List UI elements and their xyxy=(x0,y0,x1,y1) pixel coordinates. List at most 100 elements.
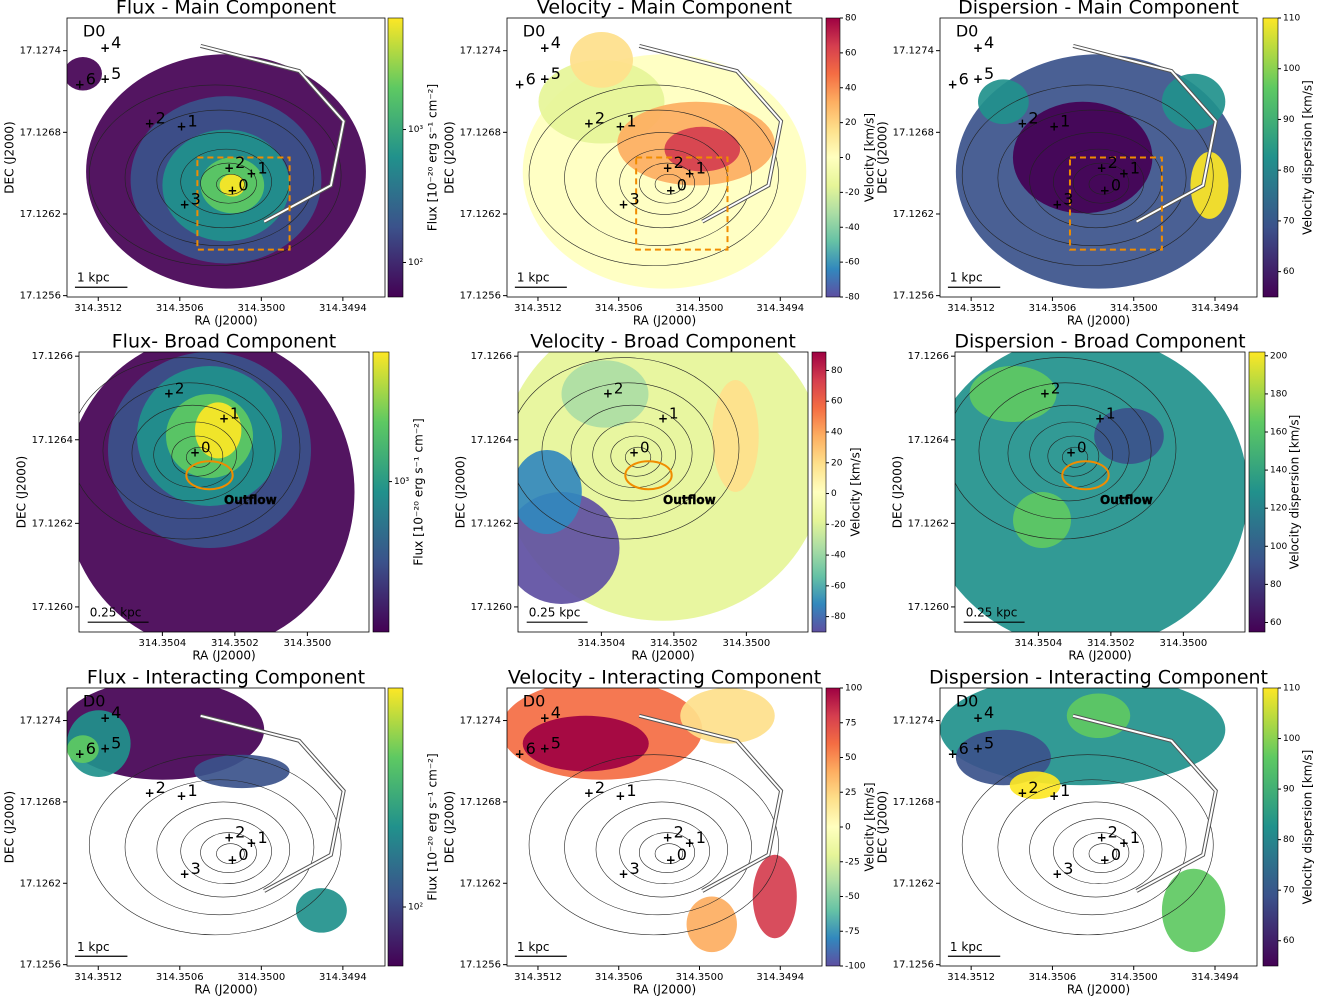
x-tick-label: 314.3506 xyxy=(1029,303,1077,314)
colorbar-label: Flux [10⁻²⁰ erg s⁻¹ cm⁻²] xyxy=(426,84,440,231)
y-tick-label: 17.1262 xyxy=(460,878,501,889)
marker-label: 2 xyxy=(235,823,245,842)
y-tick-label: 17.1268 xyxy=(893,797,934,808)
colorbar-label: Velocity dispersion [km/s] xyxy=(1301,750,1315,905)
marker-cross: + xyxy=(1017,786,1027,800)
marker-label: 4 xyxy=(984,33,994,52)
y-tick-label: 17.1268 xyxy=(893,127,934,138)
outflow-contour xyxy=(624,460,673,491)
y-tick-label: 17.1256 xyxy=(893,291,934,302)
title: Velocity - Main Component xyxy=(537,0,792,19)
marker-label: 2 xyxy=(614,380,624,398)
map: +4+ 5+ 6+ 2 +1+ 2+ 1+ 0+ 3D0 xyxy=(507,688,822,966)
y-tick-label: 17.1256 xyxy=(460,960,501,971)
marker-label: 1 xyxy=(1106,405,1116,423)
y-axis-label: DEC (J2000) xyxy=(876,791,890,863)
marker-label: 0 xyxy=(238,845,248,864)
marker-cross: + xyxy=(190,445,200,459)
colorbar-tick-label: 60 xyxy=(1270,618,1282,628)
x-axis-label: RA (J2000) xyxy=(192,649,255,663)
colorbar-tick-label: -25 xyxy=(845,857,860,867)
axes-frame xyxy=(506,17,823,298)
contour xyxy=(200,162,257,204)
colorbar-tick-label: 110 xyxy=(1283,684,1300,694)
map-region xyxy=(195,402,242,459)
map: +4+ 5+ 6+ 2 +1+ 2+ 1+ 0+ 3D0 xyxy=(67,688,385,966)
y-tick-label: 17.1274 xyxy=(893,46,934,57)
marker-cross: + xyxy=(100,41,110,55)
marker-cross: + xyxy=(219,412,229,426)
x-tick-label: 314.3494 xyxy=(756,972,804,983)
map: Outflow+ 2+ 1+ 0 xyxy=(518,352,808,632)
zoom-box xyxy=(1068,156,1163,251)
marker-cross: + xyxy=(176,789,186,803)
x-tick-label: 314.3494 xyxy=(1191,303,1239,314)
colorbar-tick-label: 10³ xyxy=(394,477,409,487)
contour xyxy=(180,818,272,885)
scale-bar-label: 0.25 kpc xyxy=(966,606,1018,620)
marker-cross: + xyxy=(180,197,190,211)
marker-label: 0 xyxy=(1111,845,1121,864)
colorbar-tick-label: 40 xyxy=(845,83,857,93)
marker-cross: + xyxy=(246,836,256,850)
marker-cross: + xyxy=(75,747,85,761)
x-tick-label: 314.3500 xyxy=(1160,638,1208,649)
colorbar-tick-label: 80 xyxy=(1270,580,1282,590)
colorbar-label: Velocity [km/s] xyxy=(863,113,877,202)
marker-cross: + xyxy=(615,789,625,803)
x-tick-label: 314.3512 xyxy=(74,972,122,983)
contour xyxy=(592,421,676,488)
marker-cross: + xyxy=(1119,836,1129,850)
colorbar-tick-label: 40 xyxy=(831,428,843,438)
map-region xyxy=(978,79,1029,125)
colorbar xyxy=(825,687,841,967)
map-region xyxy=(712,380,759,492)
y-tick-label: 17.1274 xyxy=(893,716,934,727)
y-axis-label: DEC (J2000) xyxy=(443,121,457,193)
colorbar-tick-label: -20 xyxy=(845,188,860,198)
colorbar-tick-label: 60 xyxy=(1283,267,1295,277)
annotation: Outflow xyxy=(224,493,277,507)
marker-label: 2 xyxy=(674,823,684,842)
x-tick-label: 314.3504 xyxy=(139,638,187,649)
map-region xyxy=(194,754,290,789)
y-tick-label: 17.1262 xyxy=(460,209,501,220)
colorbar-label: Velocity dispersion [km/s] xyxy=(1288,415,1302,570)
map-region xyxy=(518,450,582,534)
marker-cross: + xyxy=(540,742,550,756)
contour xyxy=(1072,162,1130,204)
marker-cross: + xyxy=(663,831,673,845)
marker-label: 2 xyxy=(1108,823,1118,842)
marker-cross: + xyxy=(540,711,550,725)
colorbar xyxy=(1248,351,1266,633)
marker-label: 4 xyxy=(984,703,994,722)
y-tick-label: 17.1268 xyxy=(20,127,61,138)
region-label: D0 xyxy=(523,21,546,40)
x-tick-label: 314.3500 xyxy=(1110,972,1158,983)
x-tick-label: 314.3500 xyxy=(237,303,285,314)
contour xyxy=(639,162,696,204)
marker-cross: + xyxy=(663,161,673,175)
y-tick-label: 17.1266 xyxy=(471,351,512,362)
slit-inner xyxy=(1072,714,1217,892)
marker-label: 3 xyxy=(191,189,201,208)
marker-cross: + xyxy=(227,853,237,867)
x-tick-label: 314.3512 xyxy=(947,972,995,983)
map-region xyxy=(67,735,99,764)
map-region xyxy=(955,352,1245,632)
marker-cross: + xyxy=(1066,445,1076,459)
axes-frame xyxy=(66,687,386,967)
slit-inner xyxy=(200,44,345,223)
marker-cross: + xyxy=(685,836,695,850)
marker-cross: + xyxy=(1040,387,1050,401)
contour xyxy=(216,843,245,864)
marker-cross: + xyxy=(224,831,234,845)
colorbar-tick-label: 160 xyxy=(1270,428,1287,438)
contour xyxy=(200,832,257,873)
marker-cross: + xyxy=(515,747,525,761)
annotation: Outflow xyxy=(663,493,716,507)
marker-label: 6 xyxy=(526,739,536,758)
outflow-contour xyxy=(1061,460,1110,491)
colorbar xyxy=(387,17,404,298)
contour xyxy=(102,382,276,520)
